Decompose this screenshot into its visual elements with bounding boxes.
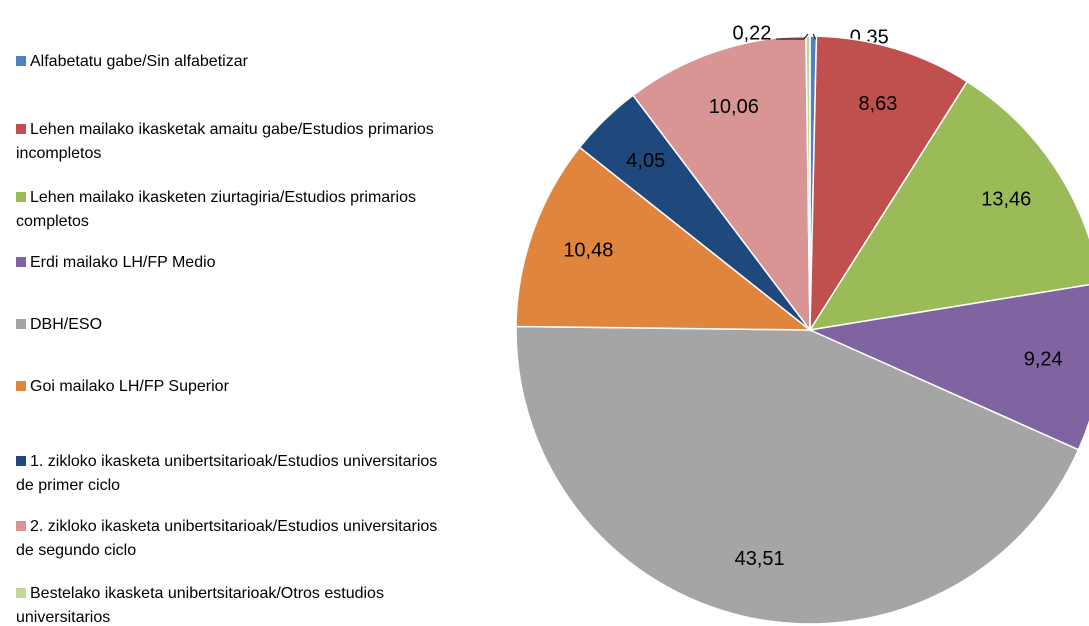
data-label: 10,06	[709, 96, 759, 118]
legend-item: Lehen mailako ikasketak amaitu gabe/Estu…	[16, 118, 446, 166]
pie-slice	[515, 146, 813, 331]
legend-label: DBH/ESO	[30, 316, 103, 333]
legend-swatch	[16, 456, 26, 466]
legend-item: DBH/ESO	[16, 313, 446, 337]
legend-swatch	[16, 381, 26, 391]
pie-slice	[808, 80, 1089, 332]
legend-swatch	[16, 192, 26, 202]
legend-swatch	[16, 521, 26, 531]
legend-item: Alfabetatu gabe/Sin alfabetizar	[16, 50, 446, 74]
legend-item: Lehen mailako ikasketen ziurtagiria/Estu…	[16, 186, 446, 234]
legend-swatch	[16, 56, 26, 66]
pie-slice	[631, 35, 811, 333]
data-label: 13,46	[981, 189, 1031, 211]
pie-slice	[807, 283, 1089, 451]
data-label: 0,22	[732, 22, 771, 44]
leader-line	[775, 33, 809, 40]
legend-swatch	[16, 319, 26, 329]
data-label: 8,63	[858, 93, 897, 115]
legend-item: Goi mailako LH/FP Superior	[16, 375, 446, 399]
legend-label: 1. zikloko ikasketa unibertsitarioak/Est…	[16, 453, 438, 494]
pie-slice	[515, 325, 1080, 625]
legend-item: 1. zikloko ikasketa unibertsitarioak/Est…	[16, 450, 446, 498]
data-label: 43,51	[735, 548, 785, 570]
legend-label: Erdi mailako LH/FP Medio	[30, 254, 216, 271]
legend-label: Goi mailako LH/FP Superior	[30, 378, 229, 395]
legend-swatch	[16, 124, 26, 134]
legend-label: 2. zikloko ikasketa unibertsitarioak/Est…	[16, 518, 438, 559]
data-label: 10,48	[563, 240, 613, 262]
legend-swatch	[16, 588, 26, 598]
legend-label: Lehen mailako ikasketak amaitu gabe/Estu…	[16, 121, 434, 162]
data-label: 4,05	[626, 150, 665, 172]
legend-swatch	[16, 257, 26, 267]
legend-item: Erdi mailako LH/FP Medio	[16, 251, 446, 275]
legend-label: Lehen mailako ikasketen ziurtagiria/Estu…	[16, 189, 416, 230]
legend-item: Bestelako ikasketa unibertsitarioak/Otro…	[16, 582, 446, 626]
data-label: 9,24	[1024, 349, 1063, 371]
legend-item: 2. zikloko ikasketa unibertsitarioak/Est…	[16, 515, 446, 563]
legend-label: Bestelako ikasketa unibertsitarioak/Otro…	[16, 585, 384, 626]
pie-slice	[809, 35, 969, 333]
legend-label: Alfabetatu gabe/Sin alfabetizar	[30, 53, 248, 70]
